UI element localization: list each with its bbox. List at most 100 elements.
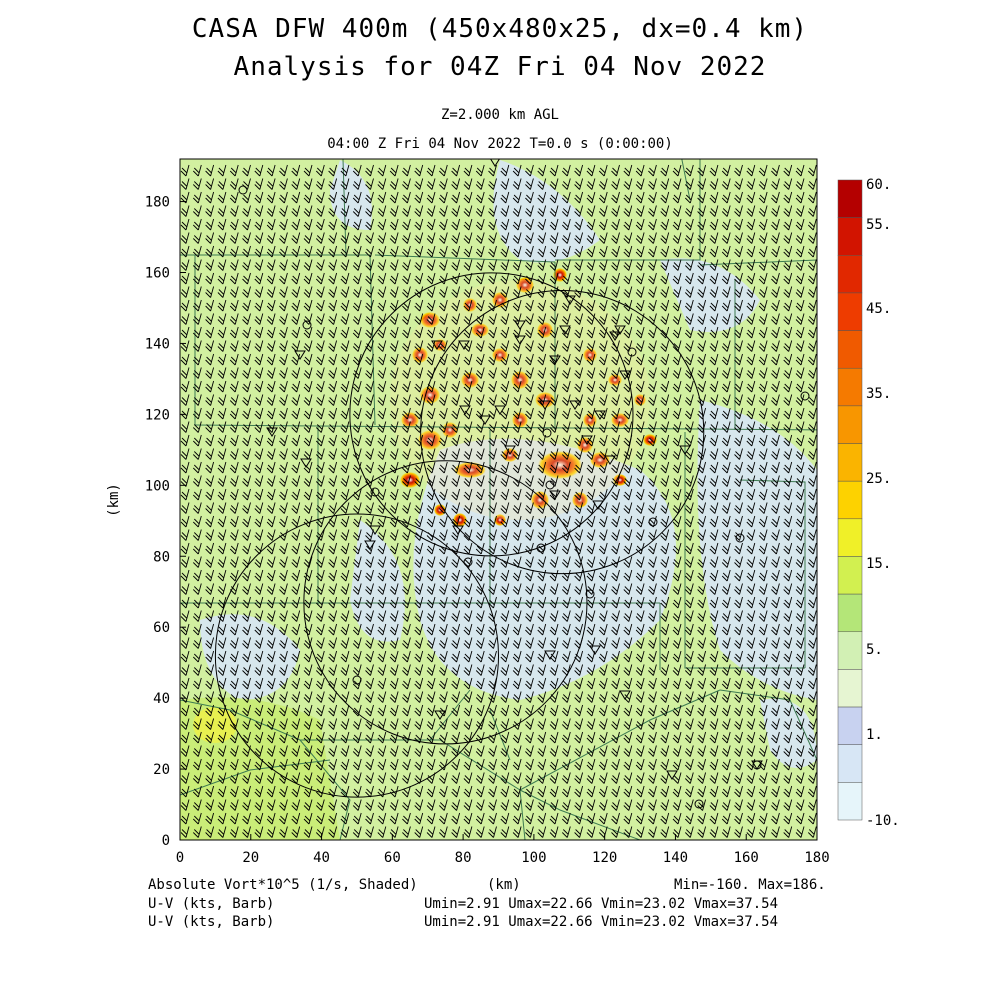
wind-barb [648, 367, 657, 379]
wind-barb [365, 434, 374, 447]
wind-barb [352, 232, 362, 244]
wind-barb [389, 745, 399, 757]
wind-barb [561, 677, 571, 690]
wind-barb [340, 367, 350, 379]
wind-barb [512, 583, 522, 595]
wind-barb [365, 785, 374, 798]
wind-barb [352, 178, 362, 190]
wind-barb [352, 637, 362, 649]
wind-barb [771, 731, 780, 744]
wind-barb [771, 799, 780, 811]
wind-barb [537, 502, 547, 514]
wind-barb [672, 785, 682, 798]
wind-barb [709, 556, 719, 568]
wind-barb [500, 259, 510, 271]
wind-barb [192, 448, 202, 460]
wind-barb [537, 164, 547, 177]
wind-barb [635, 488, 645, 501]
wind-barb [721, 799, 731, 811]
wind-barb [365, 394, 374, 406]
wind-barb [795, 488, 805, 501]
wind-barb [771, 569, 780, 582]
wind-barb [254, 232, 264, 244]
wind-barb [291, 299, 301, 312]
wind-barb [549, 326, 559, 339]
wind-barb [242, 623, 251, 636]
station-triangle [604, 455, 616, 465]
wind-barb [242, 448, 251, 460]
wind-barb [451, 731, 461, 744]
wind-barb [315, 610, 325, 622]
wind-barb [266, 488, 276, 501]
wind-barb [291, 232, 301, 244]
wind-barb [635, 529, 645, 541]
wind-barb [463, 326, 473, 339]
wind-barb [463, 286, 473, 298]
wind-barb [709, 407, 719, 420]
wind-barb [746, 637, 756, 649]
wind-barb [672, 367, 682, 379]
wind-barb [611, 259, 620, 271]
wind-barb [328, 785, 338, 798]
wind-barb [242, 488, 251, 501]
wind-barb [611, 556, 620, 568]
wind-barb [795, 326, 805, 339]
wind-barb [488, 434, 497, 447]
wind-barb [328, 556, 338, 568]
wind-barb [598, 340, 608, 352]
colorbar-swatch [837, 631, 863, 670]
wind-barb [180, 583, 190, 595]
wind-barb [697, 380, 707, 393]
wind-barb [512, 677, 522, 690]
wind-barb [795, 758, 805, 771]
wind-barb [771, 704, 780, 717]
wind-barb [229, 313, 239, 325]
wind-barb [734, 637, 743, 649]
low-vorticity-region [350, 520, 405, 642]
wind-barb [352, 623, 362, 636]
wind-barb [672, 677, 682, 690]
wind-barb [684, 286, 694, 298]
wind-barb [303, 610, 313, 622]
wind-barb [205, 691, 215, 703]
wind-barb [438, 569, 448, 582]
wind-barb [463, 313, 473, 325]
wind-barb [721, 596, 731, 609]
wind-barb [771, 515, 780, 528]
wind-barb [192, 326, 202, 339]
wind-barb [795, 583, 805, 595]
wind-barb [795, 637, 805, 649]
colorbar-swatch [837, 706, 863, 745]
wind-barb [315, 272, 325, 285]
wind-barb [377, 650, 387, 663]
wind-barb [500, 826, 510, 838]
x-tick-label: 160 [734, 850, 759, 866]
wind-barb [328, 191, 338, 204]
wind-barb [205, 677, 215, 690]
wind-barb [229, 340, 239, 352]
wind-barb [783, 502, 793, 514]
wind-barb [426, 502, 436, 514]
wind-barb [623, 799, 633, 811]
wind-barb [426, 718, 436, 730]
wind-barb [279, 272, 288, 285]
wind-barb [389, 691, 399, 703]
wind-barb [205, 272, 215, 285]
wind-barb [734, 475, 743, 487]
wind-barb [734, 502, 743, 514]
wind-barb [783, 407, 793, 420]
wind-barb [217, 164, 227, 177]
wind-barb [746, 826, 756, 838]
wind-barb [586, 623, 596, 636]
wind-barb [783, 340, 793, 352]
wind-barb [672, 340, 682, 352]
wind-barb [328, 178, 338, 190]
wind-barb [389, 394, 399, 406]
wind-barb [598, 772, 608, 784]
wind-barb [217, 637, 227, 649]
wind-barb [414, 529, 424, 541]
low-vorticity-region [330, 160, 372, 230]
wind-barb [611, 812, 620, 825]
wind-barb [648, 826, 657, 838]
wind-barb [414, 299, 424, 312]
